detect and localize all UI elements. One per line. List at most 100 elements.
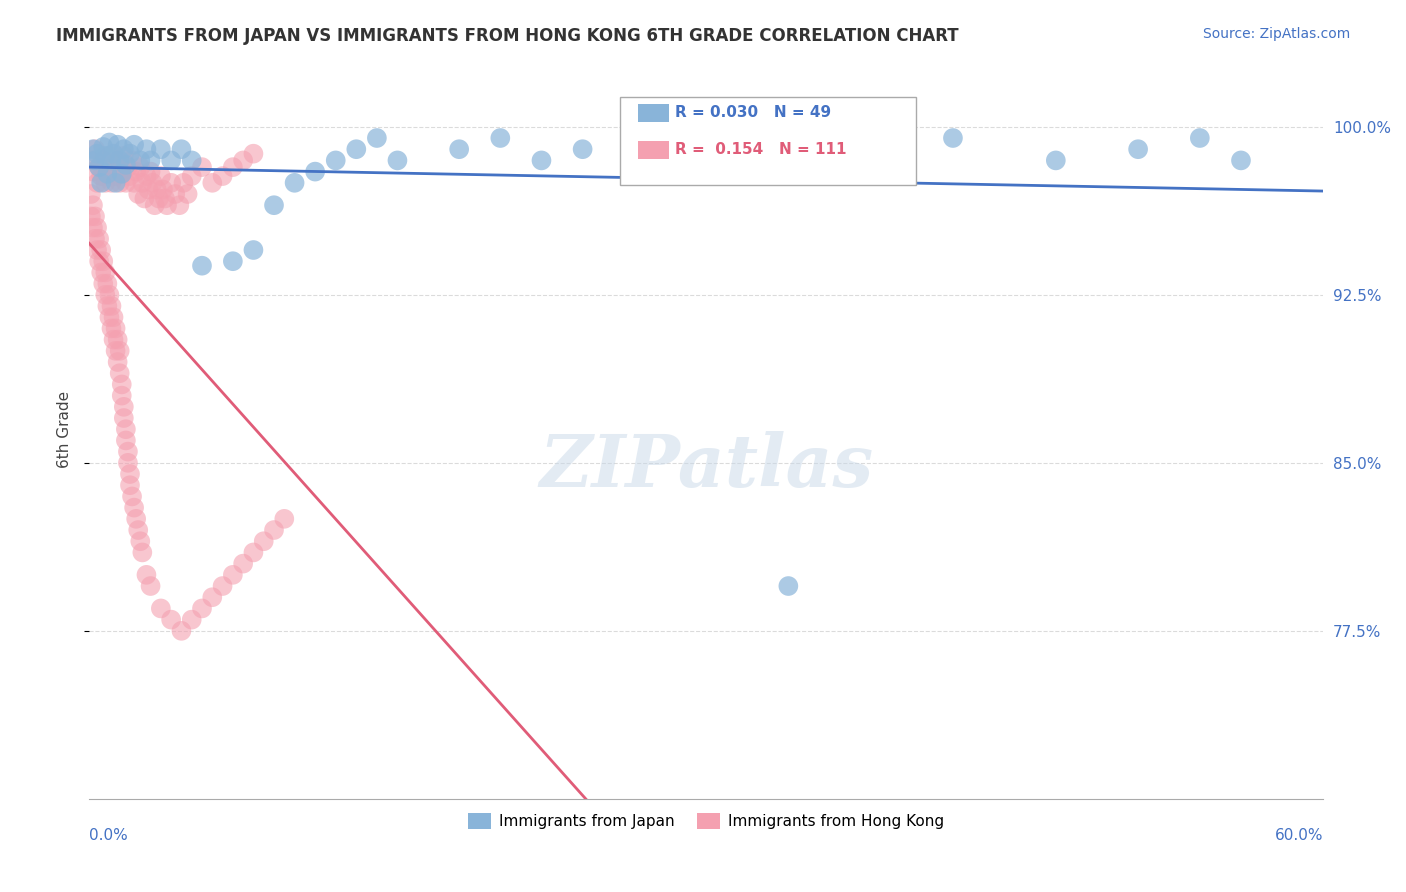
Point <box>160 613 183 627</box>
Point <box>103 333 125 347</box>
Point <box>165 186 187 201</box>
Point <box>104 176 127 190</box>
Point <box>96 299 118 313</box>
Point <box>152 182 174 196</box>
Point <box>103 146 125 161</box>
Point <box>108 343 131 358</box>
Point <box>253 534 276 549</box>
Point <box>122 137 145 152</box>
Text: 60.0%: 60.0% <box>1275 829 1323 844</box>
Point <box>94 149 117 163</box>
Text: R =  0.154   N = 111: R = 0.154 N = 111 <box>675 143 846 157</box>
Point <box>180 169 202 183</box>
Point <box>103 160 125 174</box>
Point <box>107 355 129 369</box>
Point <box>117 160 139 174</box>
Text: R = 0.030   N = 49: R = 0.030 N = 49 <box>675 105 831 120</box>
Point <box>142 176 165 190</box>
Point <box>222 567 245 582</box>
Point <box>129 534 152 549</box>
Point <box>125 164 148 178</box>
Point <box>94 265 117 279</box>
Point <box>111 167 134 181</box>
Point <box>191 259 214 273</box>
Point <box>118 478 141 492</box>
Point <box>778 579 800 593</box>
Legend: Immigrants from Japan, Immigrants from Hong Kong: Immigrants from Japan, Immigrants from H… <box>463 807 950 836</box>
Point <box>135 567 157 582</box>
Point <box>86 220 108 235</box>
Point <box>100 176 122 190</box>
Point <box>273 512 295 526</box>
Point <box>96 167 118 181</box>
Point <box>104 343 127 358</box>
Point <box>173 176 195 190</box>
Point <box>695 153 717 168</box>
Point <box>211 579 233 593</box>
Point <box>98 310 121 325</box>
Point <box>107 153 129 168</box>
Point <box>211 169 233 183</box>
Point <box>117 456 139 470</box>
Point <box>1188 131 1211 145</box>
Point <box>304 164 326 178</box>
Point <box>138 182 160 196</box>
Point <box>366 131 388 145</box>
Point <box>153 192 176 206</box>
Point <box>134 192 156 206</box>
Point <box>90 169 112 183</box>
Point <box>118 467 141 481</box>
Point <box>387 153 409 168</box>
Point <box>98 149 121 163</box>
Point <box>176 186 198 201</box>
Point <box>156 198 179 212</box>
Point <box>84 232 107 246</box>
Point <box>127 186 149 201</box>
Point <box>91 153 114 168</box>
Point <box>108 153 131 168</box>
Point <box>86 243 108 257</box>
Point <box>1230 153 1253 168</box>
Point <box>96 277 118 291</box>
Text: IMMIGRANTS FROM JAPAN VS IMMIGRANTS FROM HONG KONG 6TH GRADE CORRELATION CHART: IMMIGRANTS FROM JAPAN VS IMMIGRANTS FROM… <box>56 27 959 45</box>
Point <box>131 176 153 190</box>
Point <box>160 176 183 190</box>
Point <box>191 160 214 174</box>
Point <box>84 153 107 168</box>
Point <box>942 131 965 145</box>
Point <box>115 158 138 172</box>
Point <box>232 153 254 168</box>
Point <box>112 400 135 414</box>
Bar <box>638 104 669 122</box>
Point <box>242 146 264 161</box>
Point <box>127 523 149 537</box>
Point <box>139 579 162 593</box>
Point <box>169 198 191 212</box>
Point <box>122 176 145 190</box>
Point <box>139 164 162 178</box>
Point <box>149 601 172 615</box>
Point <box>222 160 245 174</box>
Point <box>82 198 104 212</box>
Point <box>180 153 202 168</box>
Point <box>103 310 125 325</box>
Point <box>115 434 138 448</box>
Point <box>633 131 655 145</box>
Point <box>94 176 117 190</box>
Point <box>86 146 108 161</box>
Point <box>143 198 166 212</box>
Point <box>108 366 131 380</box>
Point <box>191 601 214 615</box>
Point <box>89 160 111 174</box>
Point <box>90 243 112 257</box>
Point <box>82 164 104 178</box>
Point <box>104 321 127 335</box>
Point <box>94 288 117 302</box>
Point <box>122 500 145 515</box>
Point <box>149 142 172 156</box>
Point <box>121 153 143 168</box>
Point <box>115 422 138 436</box>
Point <box>129 153 152 168</box>
Point <box>91 140 114 154</box>
Point <box>96 164 118 178</box>
